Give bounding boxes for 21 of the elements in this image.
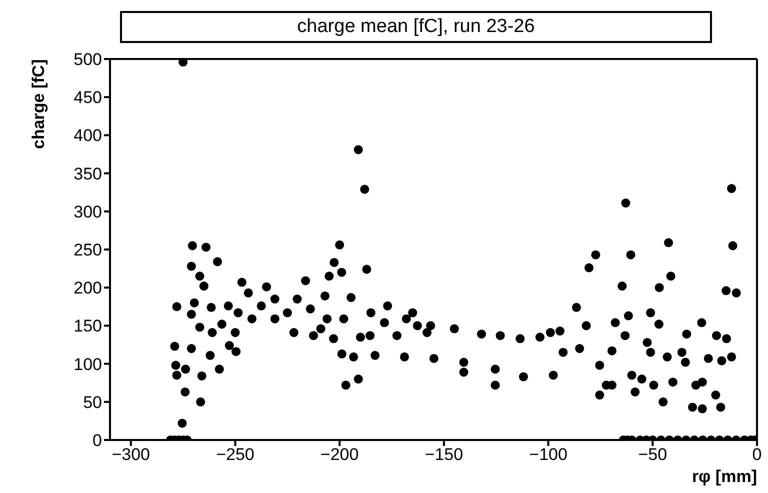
y-tick-label: 450: [74, 88, 102, 108]
y-tick-label: 100: [74, 354, 102, 374]
x-tick-label: −300: [112, 445, 150, 464]
x-tick-label: −50: [638, 445, 668, 464]
x-tick-label: −150: [424, 445, 464, 464]
y-tick-label: 400: [74, 126, 102, 146]
y-tick-label: 500: [74, 50, 102, 70]
chart-title: charge mean [fC], run 23-26: [120, 11, 712, 43]
y-tick-label: 300: [74, 202, 102, 222]
x-tick-label: 0: [752, 445, 762, 464]
x-tick-label: −100: [529, 445, 568, 464]
y-tick-label: 200: [74, 278, 102, 298]
y-tick-label: 0: [92, 431, 102, 450]
y-tick-label: 250: [74, 240, 102, 260]
x-tick-label: −200: [320, 445, 359, 464]
y-tick-label: 50: [83, 392, 102, 412]
y-tick-label: 350: [74, 164, 102, 184]
y-tick-label: 150: [74, 316, 102, 336]
x-axis-title: rφ [mm]: [692, 467, 757, 486]
x-tick-label: −250: [216, 445, 254, 464]
y-axis-title: charge [fC]: [29, 59, 48, 149]
